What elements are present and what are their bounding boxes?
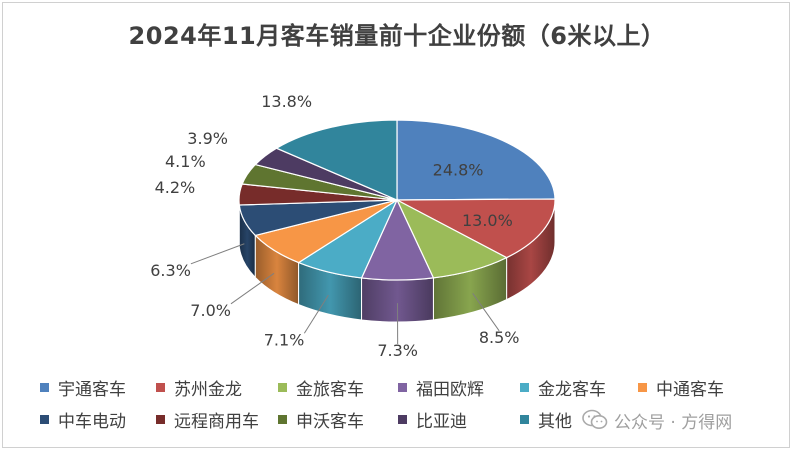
label-leader-line [303, 294, 329, 334]
legend-swatch [398, 414, 407, 424]
pie-data-labels: 24.8% 13.0% 8.5% 7.3% 7.1% 7.0% 6.3% 4.2% 4.1% 3.… [150, 92, 519, 360]
data-label-5: 7.0% [190, 301, 231, 320]
legend-label: 金旅客车 [296, 379, 364, 400]
data-label-1: 13.0% [462, 211, 513, 230]
legend-swatch [398, 382, 407, 392]
data-label-3: 7.3% [377, 341, 418, 360]
legend-label: 苏州金龙 [174, 379, 242, 400]
legend-swatch [278, 382, 287, 392]
legend-swatch [40, 382, 49, 392]
legend-swatch [156, 414, 165, 424]
legend-label: 比亚迪 [416, 411, 467, 432]
data-label-10: 13.8% [261, 92, 312, 111]
legend-item: 申沃客车 [278, 408, 364, 432]
legend-swatch [278, 414, 287, 424]
watermark: 公众号 · 方得网 [582, 406, 732, 434]
label-leader-line [472, 293, 500, 332]
data-label-2: 8.5% [479, 328, 520, 347]
chart-title: 2024年11月客车销量前十企业份额（6米以上） [128, 22, 666, 50]
watermark-text: 公众号 · 方得网 [614, 412, 733, 433]
pie-slice-1 [396, 198, 556, 259]
legend-item: 苏州金龙 [156, 376, 242, 400]
legend-swatch [638, 382, 647, 392]
wechat-icon [582, 409, 608, 429]
legend-label: 远程商用车 [174, 411, 259, 432]
legend-label: 中车电动 [58, 411, 126, 432]
data-label-9: 3.9% [187, 129, 228, 148]
legend-swatch [156, 382, 165, 392]
legend-item: 金龙客车 [520, 376, 606, 400]
legend-label: 金龙客车 [538, 379, 606, 400]
legend-item: 宇通客车 [40, 376, 126, 400]
legend-item: 中通客车 [638, 376, 724, 400]
data-label-6: 6.3% [150, 261, 191, 280]
data-label-8: 4.1% [165, 152, 206, 171]
pie-top [238, 119, 556, 281]
legend-item: 远程商用车 [156, 408, 259, 432]
legend-label: 宇通客车 [58, 379, 126, 400]
legend-label: 其他 [538, 411, 572, 432]
data-label-4: 7.1% [264, 330, 305, 349]
pie-slice-10 [275, 119, 398, 201]
legend-swatch [40, 414, 49, 424]
label-leader-line [190, 243, 245, 265]
legend-item: 中车电动 [40, 408, 126, 432]
pie-slice-0 [396, 119, 556, 201]
legend-swatch [520, 414, 529, 424]
legend-label: 福田欧辉 [416, 379, 484, 400]
legend-item: 比亚迪 [398, 408, 467, 432]
legend-swatch [520, 382, 529, 392]
legend-item: 金旅客车 [278, 376, 364, 400]
legend-item: 福田欧辉 [398, 376, 484, 400]
label-leader-line [230, 272, 275, 305]
legend-label: 申沃客车 [296, 411, 364, 432]
legend-item: 其他 [520, 408, 572, 432]
legend-label: 中通客车 [656, 379, 724, 400]
data-label-7: 4.2% [155, 178, 196, 197]
data-label-0: 24.8% [433, 161, 484, 180]
